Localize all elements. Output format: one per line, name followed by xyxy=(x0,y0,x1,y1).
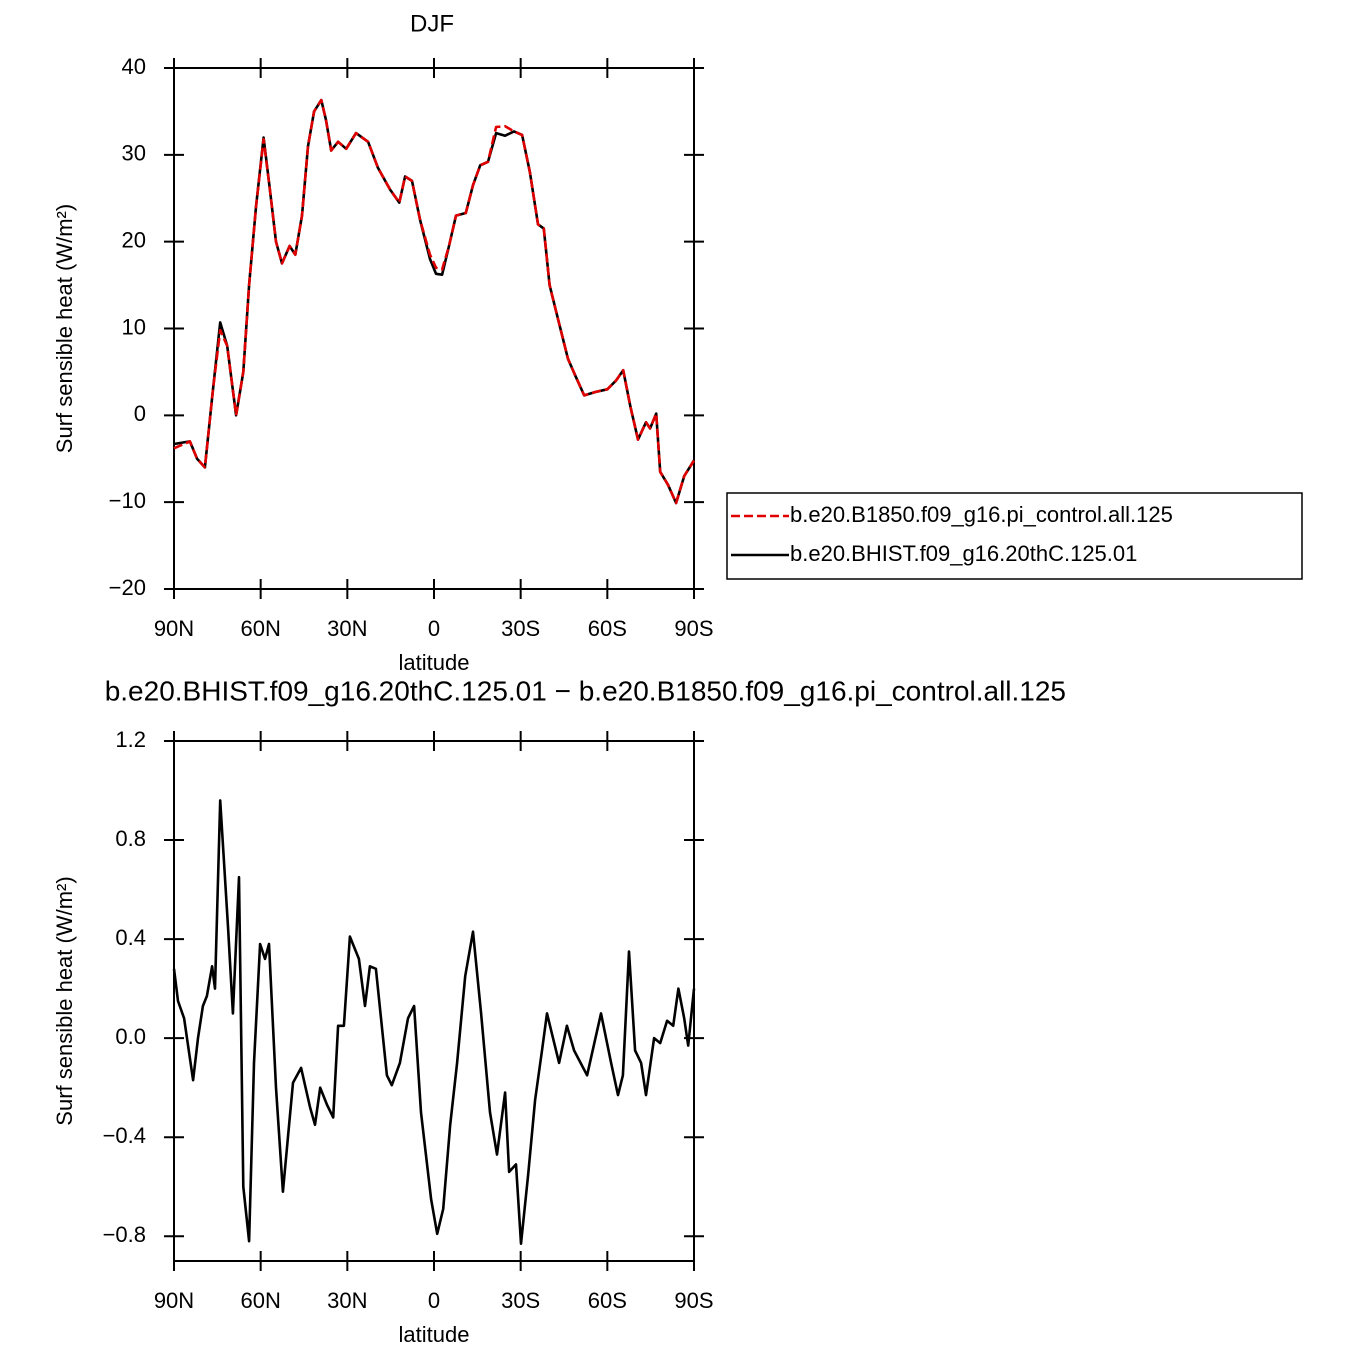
data-line xyxy=(173,98,696,505)
x-tick-label: 60N xyxy=(240,616,280,641)
x-tick-label: 90N xyxy=(154,616,194,641)
y-tick-label: 0.4 xyxy=(115,925,146,950)
x-tick-label: 0 xyxy=(428,1288,440,1313)
data-line xyxy=(172,799,696,1245)
x-tick-label: 90S xyxy=(674,616,713,641)
y-tick-label: −20 xyxy=(109,575,146,600)
y-tick-label: −10 xyxy=(109,488,146,513)
y-axis-label: Surf sensible heat (W/m²) xyxy=(52,204,77,453)
x-tick-label: 90S xyxy=(674,1288,713,1313)
x-axis-label: latitude xyxy=(399,1322,470,1347)
x-tick-label: 30N xyxy=(327,1288,367,1313)
x-tick-label: 90N xyxy=(154,1288,194,1313)
chart-title: b.e20.BHIST.f09_g16.20thC.125.01 − b.e20… xyxy=(105,675,1066,706)
data-line xyxy=(173,98,696,505)
y-tick-label: −0.4 xyxy=(103,1123,146,1148)
plot-frame xyxy=(173,740,695,1262)
y-axis-label: Surf sensible heat (W/m²) xyxy=(52,876,77,1125)
legend-box xyxy=(726,492,1303,580)
y-tick-label: 0.8 xyxy=(115,826,146,851)
y-tick-label: 40 xyxy=(122,54,146,79)
y-tick-label: 0 xyxy=(134,401,146,426)
y-tick-label: 10 xyxy=(122,314,146,339)
chart-title: DJF xyxy=(410,10,454,37)
x-tick-label: 30N xyxy=(327,616,367,641)
x-tick-label: 60S xyxy=(588,616,627,641)
x-tick-label: 60N xyxy=(240,1288,280,1313)
y-tick-label: 30 xyxy=(122,141,146,166)
y-tick-label: −0.8 xyxy=(103,1222,146,1247)
legend-label: b.e20.B1850.f09_g16.pi_control.all.125 xyxy=(790,502,1173,527)
x-tick-label: 60S xyxy=(588,1288,627,1313)
x-tick-label: 30S xyxy=(501,1288,540,1313)
y-tick-label: 20 xyxy=(122,227,146,252)
x-tick-label: 30S xyxy=(501,616,540,641)
y-tick-label: 1.2 xyxy=(115,727,146,752)
legend-label: b.e20.BHIST.f09_g16.20thC.125.01 xyxy=(790,541,1137,566)
x-tick-label: 0 xyxy=(428,616,440,641)
plot-frame xyxy=(173,67,695,590)
x-axis-label: latitude xyxy=(399,650,470,675)
y-tick-label: 0.0 xyxy=(115,1024,146,1049)
